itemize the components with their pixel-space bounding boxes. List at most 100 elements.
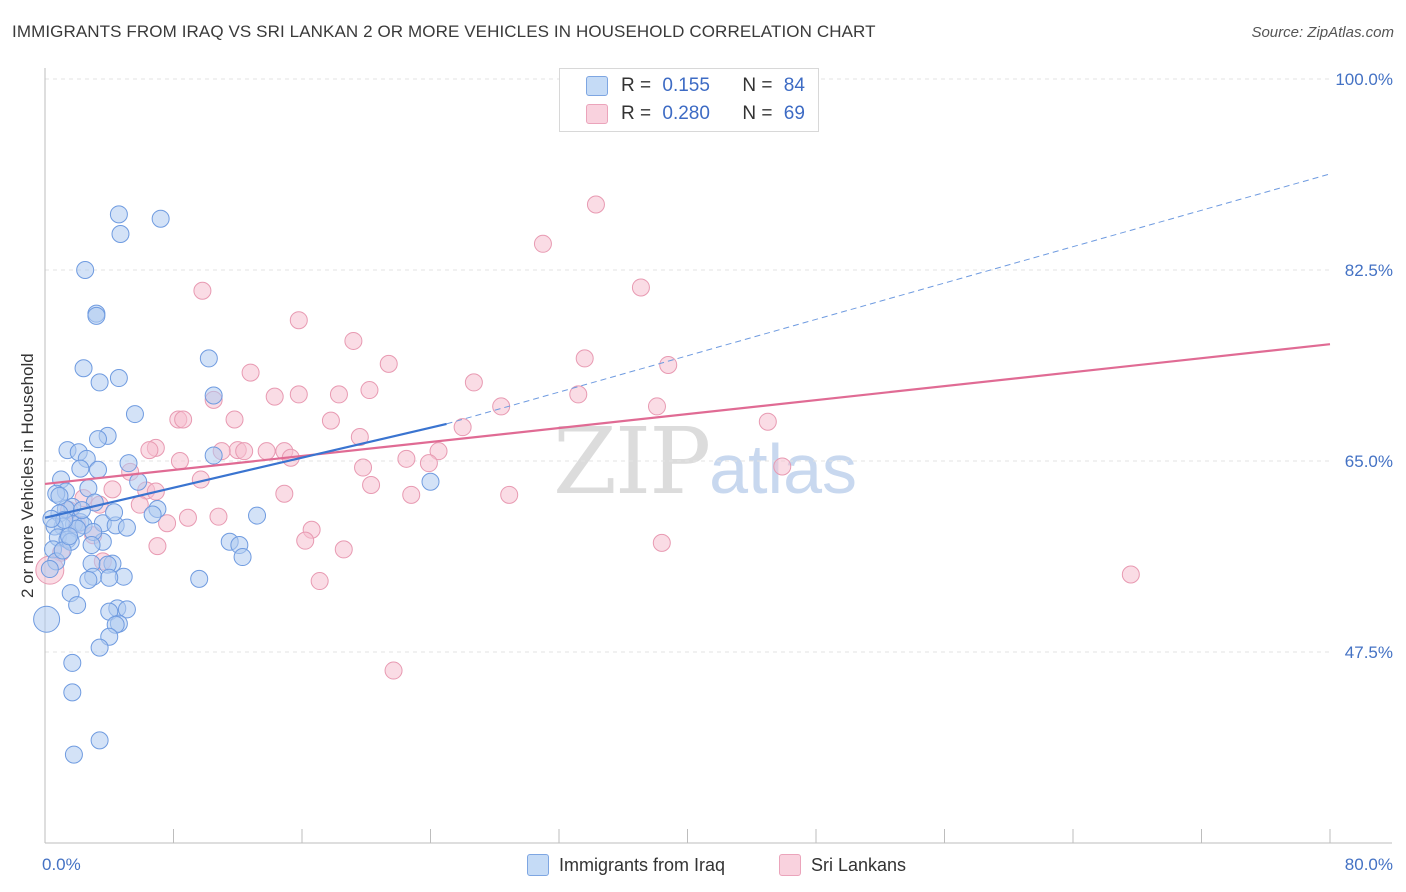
legend-r-value: 0.155 xyxy=(662,75,710,96)
point-iraq xyxy=(204,446,223,465)
point-sri-lankans xyxy=(193,281,212,300)
point-sri-lankans xyxy=(344,331,363,350)
point-iraq xyxy=(71,459,90,478)
y-tick-label: 100.0% xyxy=(1335,70,1393,89)
point-iraq xyxy=(125,405,144,424)
point-sri-lankans xyxy=(402,485,421,504)
point-iraq xyxy=(40,560,59,579)
point-iraq xyxy=(64,745,83,764)
point-sri-lankans xyxy=(257,442,276,461)
point-iraq xyxy=(117,600,136,619)
legend-n-label: N = xyxy=(742,103,773,124)
legend-r-label: R = xyxy=(621,103,652,124)
point-sri-lankans xyxy=(289,311,308,330)
axes xyxy=(44,68,1392,844)
point-sri-lankans xyxy=(174,410,193,429)
point-iraq xyxy=(82,536,101,555)
point-iraq xyxy=(143,505,162,524)
point-iraq xyxy=(33,605,61,633)
point-iraq xyxy=(60,527,79,546)
bottom-legend-label: Immigrants from Iraq xyxy=(559,854,726,875)
point-sri-lankans xyxy=(354,458,373,477)
point-sri-lankans xyxy=(158,514,177,533)
point-sri-lankans xyxy=(170,452,189,470)
series-iraq xyxy=(33,205,440,764)
point-sri-lankans xyxy=(758,412,777,431)
bottom-legend-iraq: Immigrants from Iraq xyxy=(527,852,725,878)
correlation-legend: R = 0.155 N = 84 R = 0.280 N = 69 xyxy=(559,68,819,132)
point-iraq xyxy=(204,386,223,405)
watermark: ZIPatlas xyxy=(553,408,857,515)
point-sri-lankans xyxy=(575,349,594,368)
legend-n-value: 84 xyxy=(783,75,805,96)
point-iraq xyxy=(90,373,109,392)
point-sri-lankans xyxy=(659,355,678,374)
trend-line-iraq xyxy=(44,422,447,519)
chart-source: Source: ZipAtlas.com xyxy=(1251,24,1394,41)
point-iraq xyxy=(89,430,108,449)
point-sri-lankans xyxy=(500,485,519,504)
point-iraq xyxy=(129,472,148,491)
y-tick-label: 82.5% xyxy=(1345,261,1393,280)
point-iraq xyxy=(109,369,128,388)
point-iraq xyxy=(233,548,252,567)
legend-row-sri-lankans: R = 0.280 N = 69 xyxy=(586,101,805,127)
point-iraq xyxy=(248,506,267,525)
point-sri-lankans xyxy=(652,533,671,552)
point-iraq xyxy=(90,731,109,750)
point-sri-lankans xyxy=(647,397,666,416)
point-sri-lankans xyxy=(586,195,605,214)
legend-n-label: N = xyxy=(742,75,773,96)
point-sri-lankans xyxy=(103,480,122,499)
point-sri-lankans xyxy=(178,508,197,527)
chart-title: IMMIGRANTS FROM IRAQ VS SRI LANKAN 2 OR … xyxy=(12,22,876,41)
point-sri-lankans xyxy=(329,385,348,404)
point-iraq xyxy=(119,454,138,473)
point-sri-lankans xyxy=(241,363,260,382)
point-sri-lankans xyxy=(310,572,329,591)
point-iraq xyxy=(87,306,106,325)
point-iraq xyxy=(111,224,130,243)
legend-swatch-pink xyxy=(586,104,608,124)
point-iraq xyxy=(89,460,108,479)
point-sri-lankans xyxy=(296,531,315,550)
bottom-legend-label: Sri Lankans xyxy=(811,854,907,875)
point-sri-lankans xyxy=(334,540,353,559)
point-sri-lankans xyxy=(140,441,159,460)
point-iraq xyxy=(100,568,119,587)
point-sri-lankans xyxy=(321,411,340,430)
x-tick-label-min: 0.0% xyxy=(42,855,81,874)
legend-row-iraq: R = 0.155 N = 84 xyxy=(586,73,805,99)
point-iraq xyxy=(68,596,87,615)
point-iraq xyxy=(74,359,93,378)
bottom-legend-swatch-pink xyxy=(779,854,801,876)
point-iraq xyxy=(50,486,69,505)
point-iraq xyxy=(42,509,61,528)
point-sri-lankans xyxy=(464,373,483,392)
point-iraq xyxy=(109,205,128,224)
point-iraq xyxy=(63,653,82,672)
point-iraq xyxy=(90,638,109,657)
point-sri-lankans xyxy=(235,442,254,461)
bottom-legend-swatch-blue xyxy=(527,854,549,876)
legend-r-value: 0.280 xyxy=(662,103,710,124)
point-sri-lankans xyxy=(384,661,403,680)
point-iraq xyxy=(151,209,170,228)
point-sri-lankans xyxy=(148,537,167,556)
point-sri-lankans xyxy=(533,234,552,253)
axis-labels: 47.5% 65.0% 82.5% 100.0% 0.0% 80.0% 2 or more … xyxy=(18,70,1393,874)
point-sri-lankans xyxy=(209,507,228,526)
point-sri-lankans xyxy=(773,457,792,476)
point-iraq xyxy=(190,569,209,588)
point-iraq xyxy=(199,349,218,368)
point-iraq xyxy=(117,518,136,537)
point-iraq xyxy=(421,472,440,491)
point-sri-lankans xyxy=(362,476,381,495)
point-sri-lankans xyxy=(569,385,588,404)
point-iraq xyxy=(79,570,98,589)
point-sri-lankans xyxy=(225,410,244,429)
point-sri-lankans xyxy=(429,442,448,461)
trend-line-sri-lankans xyxy=(44,343,1331,486)
legend-swatch-blue xyxy=(586,76,608,96)
